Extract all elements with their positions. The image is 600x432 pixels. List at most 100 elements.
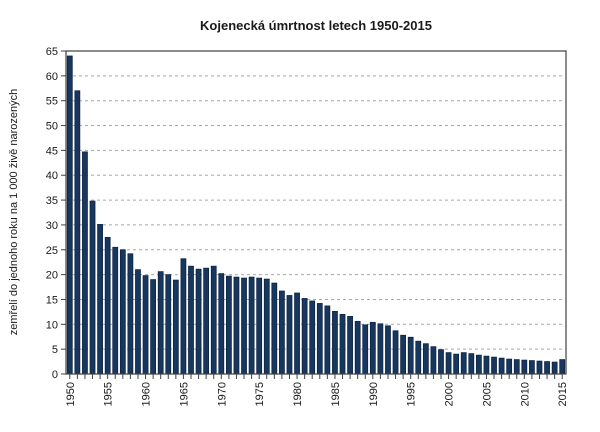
bar-1979 <box>286 295 293 375</box>
bar-1999 <box>438 349 444 375</box>
bar-1982 <box>309 300 316 375</box>
x-axis-ticks <box>69 374 563 379</box>
bar-1958 <box>127 253 134 375</box>
bar-1988 <box>354 320 361 375</box>
bar-2006 <box>491 356 497 375</box>
y-tick-label-15: 15 <box>46 294 58 306</box>
x-tick-label-1980: 1980 <box>292 382 304 406</box>
x-tick-label-1950: 1950 <box>65 382 77 406</box>
bar-1973 <box>241 277 247 375</box>
bar-2000 <box>445 352 452 375</box>
y-tick-label-10: 10 <box>46 319 58 331</box>
bar-1975 <box>256 277 263 375</box>
x-tick-label-2000: 2000 <box>444 382 456 406</box>
bar-2004 <box>476 354 482 375</box>
bar-1985 <box>332 311 338 375</box>
y-tick-label-5: 5 <box>52 344 58 356</box>
bar-1970 <box>218 273 225 375</box>
x-tick-label-1955: 1955 <box>103 382 115 406</box>
bar-1960 <box>142 275 149 375</box>
x-tick-label-1970: 1970 <box>216 382 228 406</box>
bar-1971 <box>226 275 232 375</box>
bar-1969 <box>210 265 217 375</box>
bar-2008 <box>506 358 513 375</box>
bar-2011 <box>529 360 535 375</box>
bar-1986 <box>339 313 346 375</box>
x-tick-label-2015: 2015 <box>557 382 569 406</box>
bar-1976 <box>263 278 270 375</box>
bar-2003 <box>468 353 475 375</box>
bar-1966 <box>188 265 194 375</box>
bar-1952 <box>82 151 88 375</box>
bar-1974 <box>248 276 255 375</box>
bar-2007 <box>498 357 505 375</box>
bar-1983 <box>316 303 323 375</box>
bar-1950 <box>66 55 73 375</box>
y-tick-label-0: 0 <box>52 369 58 381</box>
bar-2005 <box>483 355 490 375</box>
bar-1991 <box>377 323 384 375</box>
bar-1995 <box>407 336 414 375</box>
bar-1954 <box>97 224 103 375</box>
y-tick-label-25: 25 <box>46 245 58 257</box>
bar-series <box>66 55 566 375</box>
y-axis-ticks <box>61 50 66 375</box>
bar-1961 <box>150 279 156 375</box>
x-tick-label-1995: 1995 <box>406 382 418 406</box>
bar-1977 <box>271 282 278 375</box>
y-tick-label-50: 50 <box>46 121 58 133</box>
y-tick-label-40: 40 <box>46 170 58 182</box>
bar-1998 <box>430 346 437 375</box>
bar-1955 <box>104 236 111 375</box>
bar-1967 <box>195 268 202 375</box>
x-tick-label-1985: 1985 <box>330 382 342 406</box>
bar-1990 <box>369 321 376 375</box>
x-tick-label-1960: 1960 <box>141 382 153 406</box>
bar-2014 <box>551 361 558 375</box>
y-tick-label-30: 30 <box>46 220 58 232</box>
y-tick-label-20: 20 <box>46 270 58 282</box>
bar-1956 <box>112 246 119 375</box>
y-tick-label-60: 60 <box>46 71 58 83</box>
bar-2010 <box>521 359 528 375</box>
bar-1951 <box>74 90 81 375</box>
bar-1980 <box>294 292 300 375</box>
bar-1972 <box>233 276 240 375</box>
x-tick-label-1965: 1965 <box>178 382 190 406</box>
bar-1957 <box>119 249 126 375</box>
y-tick-label-55: 55 <box>46 96 58 108</box>
bar-2001 <box>453 353 460 375</box>
bar-1968 <box>203 267 210 375</box>
bar-1993 <box>392 330 399 375</box>
y-tick-label-45: 45 <box>46 145 58 157</box>
bar-2009 <box>513 359 520 375</box>
bar-1994 <box>400 334 406 375</box>
bar-1978 <box>279 290 285 375</box>
x-tick-label-2005: 2005 <box>481 382 493 406</box>
x-tick-label-2010: 2010 <box>519 382 531 406</box>
bar-1959 <box>135 269 141 375</box>
bar-2012 <box>536 360 543 375</box>
bar-1987 <box>347 315 353 375</box>
plot-border <box>65 50 567 375</box>
bar-2015 <box>559 359 566 375</box>
y-axis-tick-labels: 0 5 10 15 20 25 30 35 40 45 50 55 60 65 <box>46 46 58 381</box>
bar-1953 <box>89 200 96 375</box>
bar-1965 <box>180 258 187 375</box>
bar-1964 <box>172 279 179 375</box>
bar-1981 <box>301 298 308 375</box>
y-tick-label-35: 35 <box>46 195 58 207</box>
bar-1997 <box>422 343 429 375</box>
gridlines <box>67 75 565 350</box>
x-tick-label-1990: 1990 <box>368 382 380 406</box>
x-axis-tick-labels: 1950 1955 1960 1965 1970 1975 1980 1985 1990 1995… <box>65 382 569 406</box>
bar-1992 <box>385 325 391 375</box>
x-tick-label-1975: 1975 <box>254 382 266 406</box>
chart-title: Kojenecká úmrtnost letech 1950-2015 <box>200 18 432 33</box>
bar-1989 <box>362 324 369 375</box>
bar-2002 <box>460 352 467 375</box>
bar-1996 <box>415 340 422 375</box>
bar-1962 <box>157 271 164 375</box>
